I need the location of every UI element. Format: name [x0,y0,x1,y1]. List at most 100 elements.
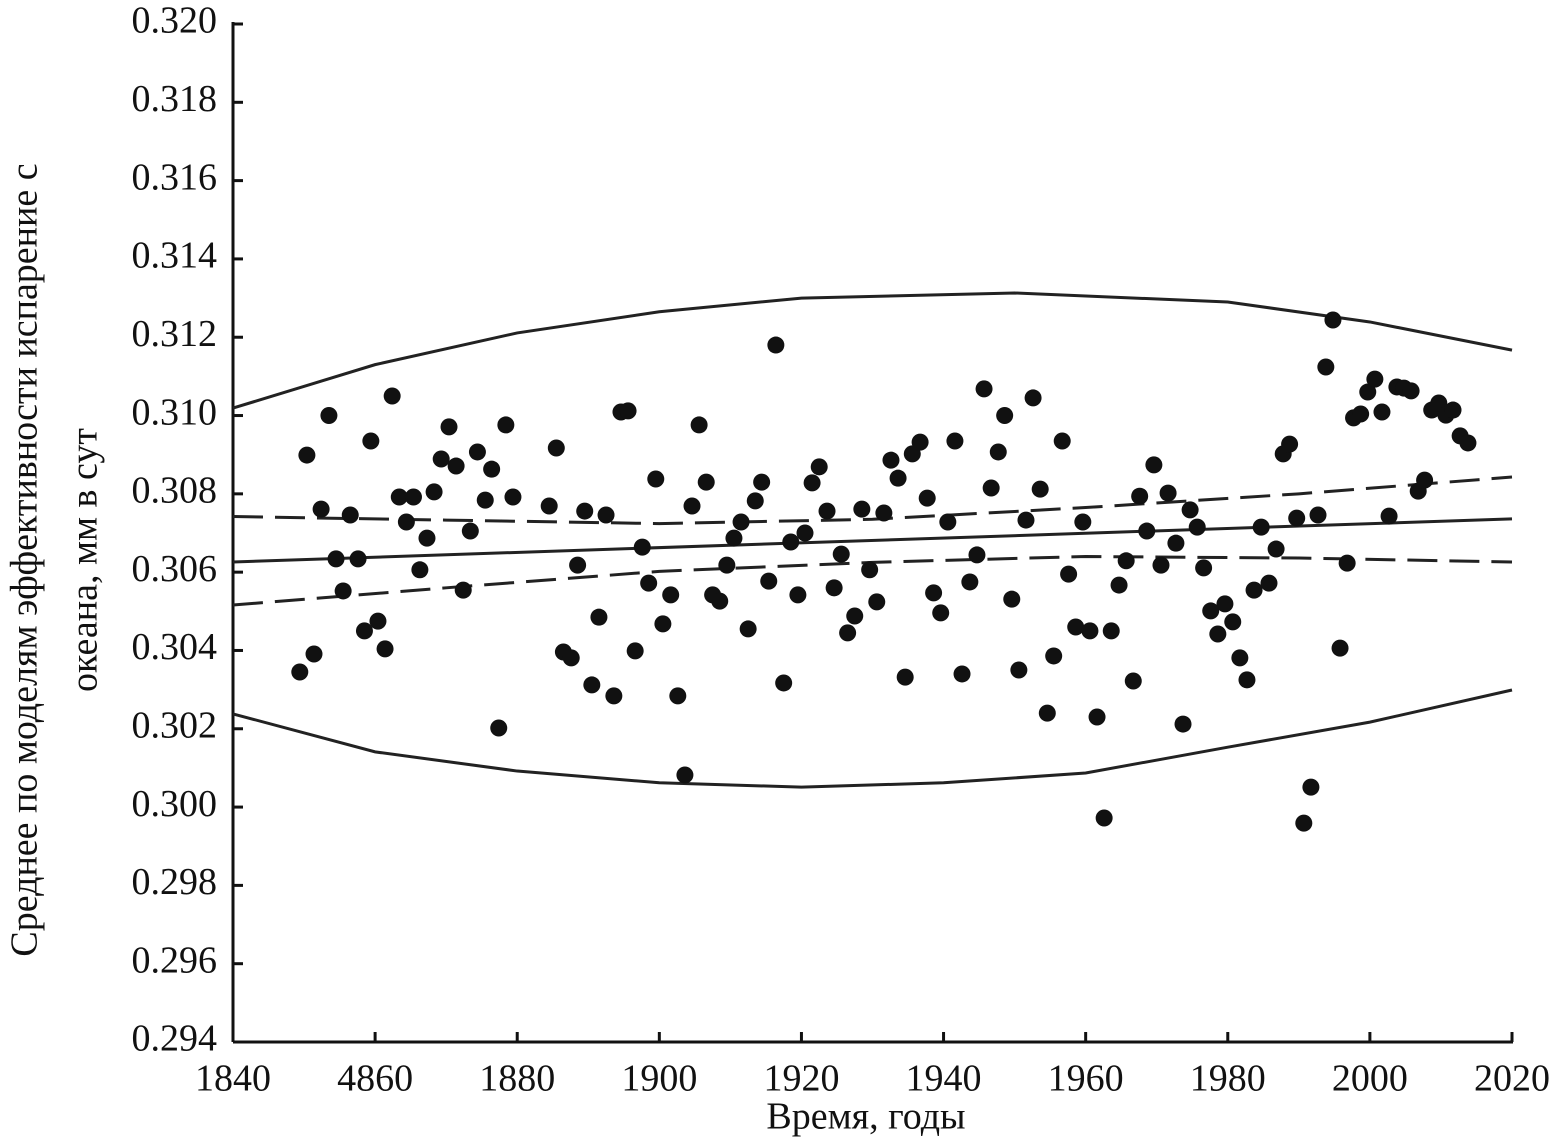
point [896,668,914,686]
point [1174,715,1192,733]
point [1267,540,1285,558]
point [760,572,778,590]
point [640,574,658,592]
point [490,719,508,737]
point [411,561,429,579]
point [1252,518,1270,536]
point [369,612,387,630]
point [1209,625,1227,643]
point [996,407,1014,425]
point [1081,622,1099,640]
point [982,479,1000,497]
point [683,497,701,515]
y-tick-label: 0.294 [132,1018,218,1060]
point [425,483,443,501]
point [746,492,764,510]
point [1288,509,1306,527]
x-tick-label: 1940 [906,1058,982,1100]
point [383,387,401,405]
point [989,443,1007,461]
point [1216,595,1234,613]
point [349,550,367,568]
y-axis-label: Среднее по моделям эффективности испарен… [4,163,46,956]
point [968,546,986,564]
point [626,642,644,660]
point [1010,661,1028,679]
point [1281,435,1299,453]
y-tick-label: 0.308 [132,470,218,512]
point [390,488,408,506]
point [1302,778,1320,796]
point [725,529,743,547]
point [547,439,565,457]
point [305,645,323,663]
point [1053,432,1071,450]
point [1167,534,1185,552]
y-axis-label-group: Среднее по моделям эффективности испарен… [4,163,106,956]
point [1138,522,1156,540]
point [654,615,672,633]
point [376,640,394,658]
point [1188,518,1206,536]
point [597,506,615,524]
x-tick-label: 1880 [479,1058,555,1100]
point [1095,809,1113,827]
point [583,676,601,694]
point [1003,590,1021,608]
point [846,607,864,625]
point [1359,383,1377,401]
x-tick-label: 1960 [1048,1058,1124,1100]
point [334,582,352,600]
fit-line [232,291,1513,410]
point [961,573,979,591]
point [1060,565,1078,583]
point [1024,389,1042,407]
point [404,488,422,506]
point [1045,647,1063,665]
point [468,443,486,461]
point [483,460,501,478]
point [590,608,608,626]
point [875,504,893,522]
point [1366,370,1384,388]
point [362,432,380,450]
point [818,502,836,520]
x-tick-label: 1900 [621,1058,697,1100]
point [932,604,950,622]
point [397,513,415,531]
point [1260,574,1278,592]
y-tick-label: 0.298 [132,861,218,903]
point [1402,382,1420,400]
y-tick-label: 0.306 [132,548,218,590]
point [355,622,373,640]
point [1373,403,1391,421]
point [782,533,800,551]
point [662,586,680,604]
point [1088,708,1106,726]
point [447,457,465,475]
point [718,556,736,574]
point [605,687,623,705]
point [1309,506,1327,524]
y-tick-label: 0.312 [132,313,218,355]
point [1195,559,1213,577]
x-axis-label: Время, годы [766,1096,965,1138]
point [440,418,458,436]
point [690,416,708,434]
x-tick-label: 1980 [1190,1058,1266,1100]
point [1331,639,1349,657]
y-tick-label: 0.300 [132,783,218,825]
point [1159,484,1177,502]
confidence-line [232,475,1513,526]
point [562,649,580,667]
point [732,513,750,531]
point [697,473,715,491]
point [882,451,900,469]
y-tick-label: 0.296 [132,939,218,981]
point [647,470,665,488]
point [341,506,359,524]
point [418,529,436,547]
y-tick-label: 0.318 [132,78,218,120]
point [975,380,993,398]
